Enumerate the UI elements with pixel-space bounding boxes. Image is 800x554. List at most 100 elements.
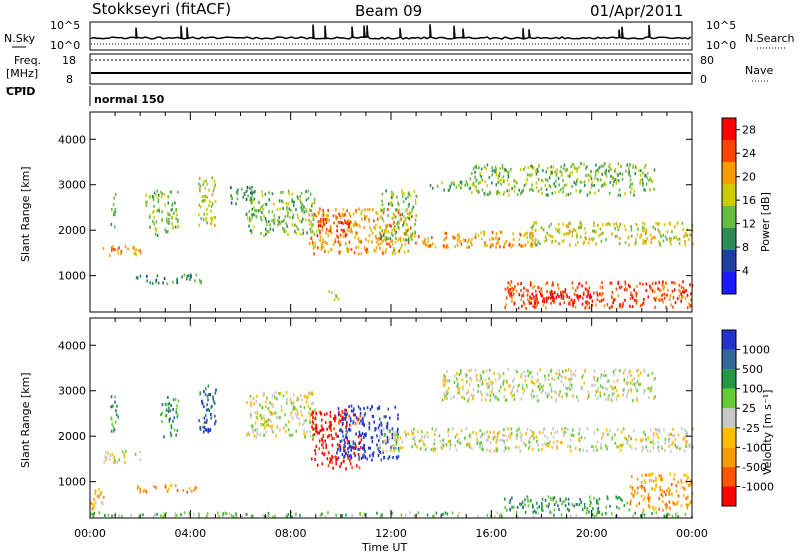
echo-cell (407, 212, 409, 215)
echo-cell (395, 236, 397, 240)
echo-cell (321, 462, 324, 466)
echo-cell (557, 176, 560, 180)
echo-cell (325, 445, 327, 449)
echo-cell (644, 496, 646, 500)
echo-cell (338, 212, 340, 216)
echo-cell (563, 430, 566, 434)
echo-cell (551, 191, 554, 195)
echo-cell (319, 231, 321, 235)
echo-cell (649, 284, 651, 288)
echo-cell (609, 428, 611, 432)
echo-cell (380, 237, 382, 241)
echo-cell (653, 431, 655, 435)
echo-cell (685, 440, 687, 444)
echo-cell (658, 280, 661, 284)
echo-cell (387, 436, 390, 440)
echo-cell (642, 226, 645, 230)
echo-cell (122, 450, 124, 454)
echo-cell (397, 250, 400, 254)
x-tick-labels: 00:00 04:00 08:00 12:00 16:00 20:00 00:00 (74, 527, 708, 540)
echo-cell (605, 174, 608, 178)
echo-cell (585, 165, 588, 169)
echo-cell (343, 454, 346, 458)
echo-cell (444, 380, 446, 384)
echo-cell (618, 304, 621, 308)
echo-cell (654, 427, 657, 431)
echo-cell (593, 291, 595, 295)
echo-cell (440, 445, 443, 449)
echo-cell (312, 416, 314, 420)
echo-cell (594, 230, 597, 234)
echo-cell (542, 228, 545, 232)
echo-cell (249, 186, 251, 190)
echo-cell (160, 195, 163, 199)
echo-cell (624, 286, 627, 290)
echo-cell (379, 451, 382, 454)
echo-cell (380, 421, 382, 425)
echo-cell (642, 508, 645, 512)
echo-cell (388, 242, 390, 246)
echo-cell (311, 425, 313, 429)
echo-cell (493, 396, 496, 400)
echo-cell (561, 369, 564, 373)
echo-cell (322, 446, 325, 450)
echo-cell (203, 199, 205, 202)
echo-cell (640, 494, 643, 498)
echo-cell (642, 239, 645, 242)
echo-cell (654, 395, 656, 399)
echo-cell (495, 171, 498, 175)
echo-cell (668, 513, 670, 516)
echo-cell (458, 511, 460, 515)
echo-cell (90, 512, 92, 516)
echo-cell (642, 241, 644, 245)
echo-cell (358, 466, 361, 470)
echo-cell (503, 449, 505, 453)
echo-cell (643, 166, 646, 170)
echo-cell (168, 221, 170, 225)
echo-cell (317, 246, 319, 250)
echo-cell (114, 212, 116, 216)
echo-cell (361, 432, 364, 436)
echo-cell (614, 433, 616, 437)
echo-cell (557, 287, 560, 291)
echo-cell (114, 193, 117, 196)
echo-cell (623, 503, 626, 507)
echo-cell (477, 389, 479, 393)
echo-cell (500, 515, 503, 519)
echo-cell (508, 193, 510, 197)
echo-cell (537, 448, 540, 452)
echo-cell (309, 430, 311, 434)
echo-cell (447, 434, 450, 438)
echo-cell (210, 416, 212, 420)
echo-cell (435, 511, 438, 515)
echo-cell (680, 427, 683, 431)
echo-cell (492, 393, 495, 397)
echo-cell (535, 243, 537, 247)
echo-cell (457, 386, 459, 390)
echo-cell (682, 290, 684, 294)
echo-cell (682, 290, 685, 294)
echo-cell (458, 438, 460, 441)
echo-cell (116, 248, 119, 252)
echo-cell (619, 497, 622, 501)
echo-cell (610, 384, 612, 388)
echo-cell (375, 211, 377, 214)
echo-cell (329, 410, 332, 414)
echo-cell (376, 511, 378, 515)
echo-cell (251, 207, 253, 211)
echo-cell (626, 393, 629, 397)
echo-cell (400, 513, 403, 517)
echo-cell (348, 219, 350, 223)
noise-left-tick-top: 10^5 (50, 19, 80, 32)
echo-cell (406, 216, 409, 220)
echo-cell (553, 291, 556, 294)
echo-cell (584, 306, 586, 310)
echo-cell (595, 169, 598, 173)
echo-cell (645, 230, 647, 234)
echo-cell (443, 392, 445, 396)
echo-cell (348, 454, 351, 458)
echo-cell (418, 439, 421, 443)
echo-cell (149, 196, 151, 200)
echo-cell (496, 242, 498, 246)
echo-cell (598, 234, 600, 238)
